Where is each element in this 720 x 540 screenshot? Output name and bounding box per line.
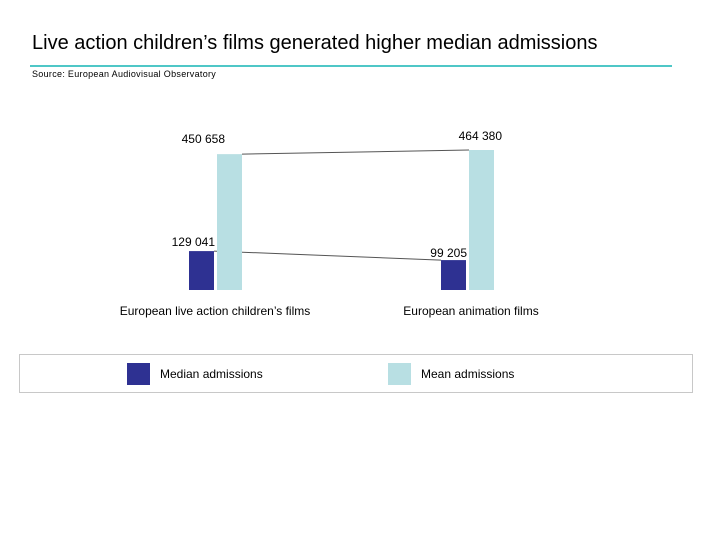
bar-median-1 bbox=[441, 260, 466, 290]
legend-item-median: Median admissions bbox=[127, 363, 263, 385]
data-label-mean-0: 450 658 bbox=[182, 132, 226, 146]
bar-mean-0 bbox=[217, 154, 242, 290]
category-label-1: European animation films bbox=[403, 304, 538, 318]
legend-label-mean: Mean admissions bbox=[421, 367, 515, 381]
bar-median-0 bbox=[189, 251, 214, 290]
source-note: Source: European Audiovisual Observatory bbox=[32, 69, 217, 79]
category-label-0: European live action children’s films bbox=[120, 304, 311, 318]
chart-title: Live action children’s films generated h… bbox=[32, 32, 598, 54]
legend-swatch-mean bbox=[388, 363, 411, 385]
data-label-median-0: 129 041 bbox=[172, 235, 216, 249]
connector-line-median bbox=[213, 250, 442, 261]
title-underline bbox=[30, 65, 672, 67]
legend-item-mean: Mean admissions bbox=[388, 363, 514, 385]
legend-label-median: Median admissions bbox=[160, 367, 263, 381]
data-label-median-1: 99 205 bbox=[430, 246, 467, 260]
legend: Median admissions Mean admissions bbox=[19, 354, 693, 393]
connector-line-mean bbox=[241, 149, 470, 155]
legend-swatch-median bbox=[127, 363, 150, 385]
data-label-mean-1: 464 380 bbox=[459, 129, 503, 143]
bar-mean-1 bbox=[469, 150, 494, 290]
